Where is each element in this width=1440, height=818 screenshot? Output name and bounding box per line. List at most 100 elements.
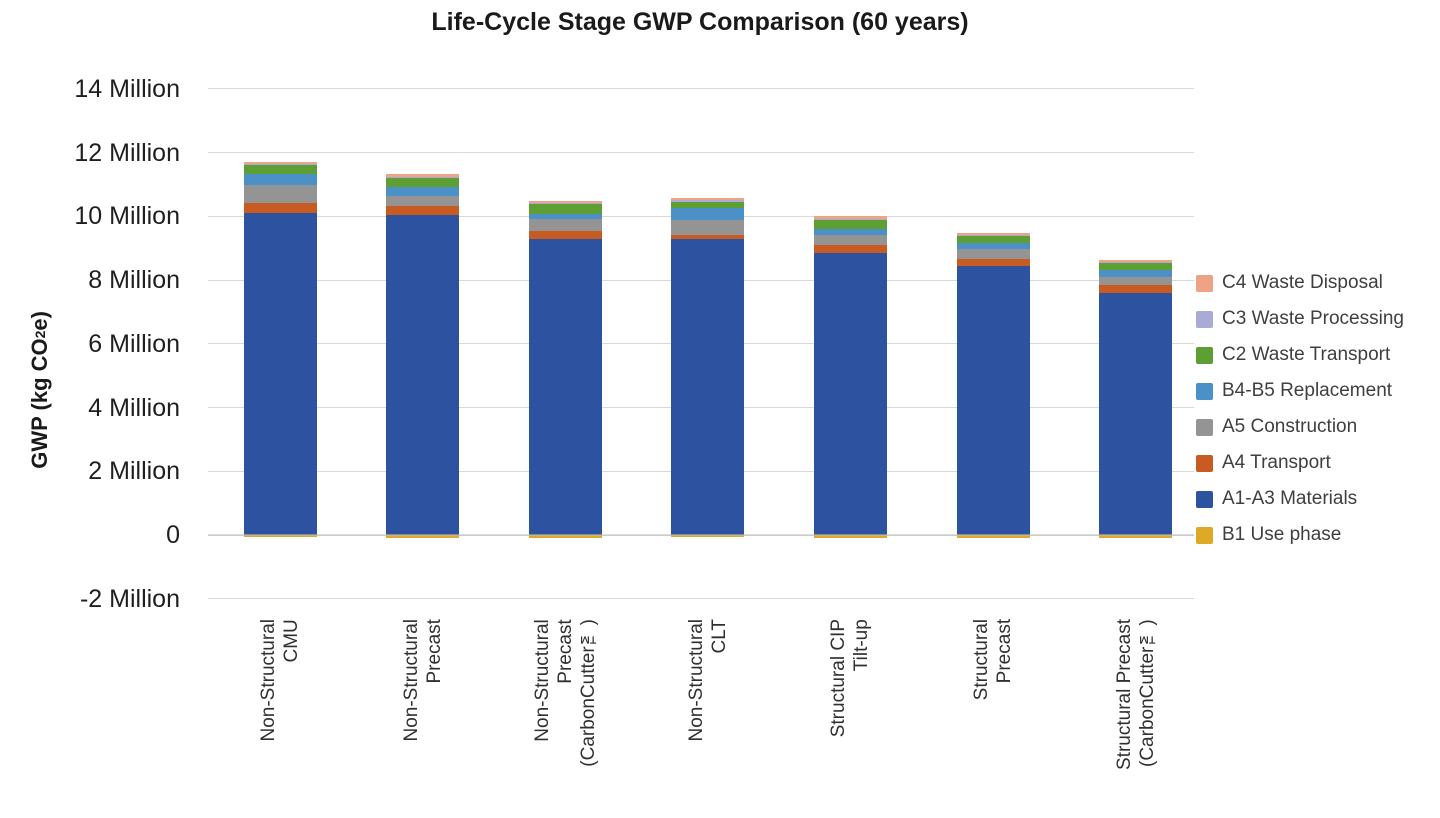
legend-label-c3: C3 Waste Processing <box>1222 308 1404 329</box>
y-tick-label: 14 Million <box>74 74 180 103</box>
y-tick-label: 10 Million <box>74 202 180 231</box>
bar-segment-c4-s-precast[interactable] <box>956 233 1030 236</box>
bar-segment-c4-ns-precast-cc[interactable] <box>528 200 602 203</box>
legend-item-c4[interactable]: C4 Waste Disposal <box>1196 265 1440 301</box>
bar-segment-b4b5-s-cip-tiltup[interactable] <box>813 229 887 235</box>
bar-segment-b4b5-ns-clt[interactable] <box>671 208 745 221</box>
legend-swatch-c3 <box>1196 310 1213 328</box>
x-axis-label-wrap: Non-Structural CLT <box>666 619 750 742</box>
bar-segment-a1a3-ns-precast[interactable] <box>386 214 460 535</box>
bar-segment-a1a3-s-precast[interactable] <box>956 265 1030 535</box>
bar-segment-c2-ns-precast-cc[interactable] <box>528 203 602 215</box>
bar-segment-b4b5-s-precast[interactable] <box>956 242 1030 250</box>
bar-segment-a5-ns-cmu[interactable] <box>243 185 317 204</box>
legend-item-a5[interactable]: A5 Construction <box>1196 409 1440 445</box>
x-axis-label-ns-cmu: Non-Structural CMU <box>258 619 302 742</box>
x-axis-label-wrap: Non-Structural CMU <box>238 619 322 742</box>
bar-segment-b4b5-s-precast-cc[interactable] <box>1099 270 1173 277</box>
bar-segment-c3-ns-precast[interactable] <box>386 176 460 178</box>
legend-swatch-a5 <box>1196 418 1213 436</box>
gridline <box>208 88 1194 90</box>
y-tick-label: 12 Million <box>74 138 180 167</box>
gridline <box>208 598 1194 600</box>
legend-label-a4: A4 Transport <box>1222 452 1331 473</box>
bar-segment-c2-s-precast[interactable] <box>956 236 1030 243</box>
plot-area: 14 Million 12 Million 10 Million 8 Million 6… <box>74 73 1194 770</box>
bar-segment-a4-ns-precast-cc[interactable] <box>528 230 602 240</box>
bar-segment-c2-s-cip-tiltup[interactable] <box>813 220 887 230</box>
bar-segment-a4-s-precast-cc[interactable] <box>1099 285 1173 294</box>
bar-segment-a1a3-s-precast-cc[interactable] <box>1099 293 1173 535</box>
legend-item-b1[interactable]: B1 Use phase <box>1196 517 1440 553</box>
bar-segment-c3-ns-clt[interactable] <box>671 200 745 203</box>
legend-item-b4b5[interactable]: B4-B5 Replacement <box>1196 373 1440 409</box>
legend-label-a1a3: A1-A3 Materials <box>1222 488 1358 509</box>
x-axis-label-wrap: Structural CIP Tilt-up <box>808 619 892 737</box>
bar-segment-c2-ns-precast[interactable] <box>386 177 460 187</box>
x-axis-label-ns-precast-cc: Non-Structural Precast (CarbonCutter™) <box>531 619 599 767</box>
bar-segment-c4-s-cip-tiltup[interactable] <box>813 216 887 220</box>
bar-segment-c3-s-precast-cc[interactable] <box>1099 261 1173 263</box>
y-tick-label: 0 <box>166 521 180 549</box>
legend-swatch-c4 <box>1196 274 1213 292</box>
legend-item-a4[interactable]: A4 Transport <box>1196 445 1440 481</box>
x-axis-label-wrap: Non-Structural Precast (CarbonCutter™) <box>523 619 607 767</box>
legend-swatch-a4 <box>1196 454 1213 472</box>
y-tick-label: -2 Million <box>79 584 180 613</box>
legend-label-c4: C4 Waste Disposal <box>1222 272 1383 293</box>
legend-swatch-b1 <box>1196 526 1213 544</box>
bar-segment-c3-s-cip-tiltup[interactable] <box>813 219 887 221</box>
bar-segment-a5-s-precast-cc[interactable] <box>1099 276 1173 286</box>
legend-label-b1: B1 Use phase <box>1222 524 1342 545</box>
legend-item-c2[interactable]: C2 Waste Transport <box>1196 337 1440 373</box>
bar-segment-a4-ns-precast[interactable] <box>386 206 460 215</box>
bar-segment-c3-ns-precast-cc[interactable] <box>528 202 602 204</box>
bar-segment-a5-s-precast[interactable] <box>956 249 1030 260</box>
legend-label-c2: C2 Waste Transport <box>1222 344 1391 365</box>
x-axis-label-ns-clt: Non-Structural CLT <box>685 619 730 742</box>
bar-segment-c2-ns-cmu[interactable] <box>243 164 317 174</box>
bar-segment-c3-ns-cmu[interactable] <box>243 163 317 165</box>
x-axis-label-s-precast-cc: Structural Precast (CarbonCutter™) <box>1113 619 1158 770</box>
legend-swatch-c2 <box>1196 346 1213 364</box>
x-axis-label-wrap: Structural Precast (CarbonCutter™) <box>1094 619 1178 770</box>
bar-segment-a5-ns-precast-cc[interactable] <box>528 219 602 231</box>
bar-segment-b1-s-precast-cc[interactable] <box>1099 535 1173 539</box>
bar-segment-a1a3-ns-cmu[interactable] <box>243 213 317 535</box>
legend: C4 Waste Disposal C3 Waste Processing C2 W… <box>1196 265 1440 553</box>
bar-segment-c2-s-precast-cc[interactable] <box>1099 262 1173 271</box>
legend-swatch-a1a3 <box>1196 490 1213 508</box>
bar-segment-c4-ns-cmu[interactable] <box>243 161 317 164</box>
bar-segment-b4b5-ns-cmu[interactable] <box>243 173 317 186</box>
bar-segment-a5-ns-precast[interactable] <box>386 196 460 207</box>
zero-axis-line <box>208 534 1194 536</box>
bar-segment-c4-ns-precast[interactable] <box>386 174 460 177</box>
bar-segment-a4-s-precast[interactable] <box>956 259 1030 266</box>
bar-segment-a1a3-ns-clt[interactable] <box>671 239 745 535</box>
bar-segment-c2-ns-clt[interactable] <box>671 202 745 209</box>
bar-segment-b4b5-ns-precast[interactable] <box>386 186 460 197</box>
bar-segment-c4-ns-clt[interactable] <box>671 197 745 201</box>
x-axis-label-ns-precast: Non-Structural Precast <box>400 619 445 742</box>
bar-segment-b1-ns-precast-cc[interactable] <box>528 535 602 539</box>
bar-segment-b1-ns-precast[interactable] <box>386 535 460 538</box>
bar-segment-a1a3-ns-precast-cc[interactable] <box>528 239 602 535</box>
bar-segment-c4-s-precast-cc[interactable] <box>1099 260 1173 262</box>
x-axis-label-s-cip-tiltup: Structural CIP Tilt-up <box>828 619 873 738</box>
bar-segment-b4b5-ns-precast-cc[interactable] <box>528 214 602 220</box>
bar-segment-a4-ns-clt[interactable] <box>671 235 745 240</box>
bar-segment-a5-ns-clt[interactable] <box>671 220 745 236</box>
bar-segment-c3-s-precast[interactable] <box>956 235 1030 237</box>
legend-item-c3[interactable]: C3 Waste Processing <box>1196 301 1440 337</box>
bar-segment-b1-s-precast[interactable] <box>956 535 1030 539</box>
bar-segment-a4-s-cip-tiltup[interactable] <box>813 244 887 253</box>
legend-item-a1a3[interactable]: A1-A3 Materials <box>1196 481 1440 517</box>
x-axis-label-s-precast: Structural Precast <box>971 619 1015 701</box>
x-axis-label-wrap: Structural Precast <box>951 619 1035 700</box>
y-tick-label: 6 Million <box>88 329 180 358</box>
bar-segment-a4-ns-cmu[interactable] <box>243 203 317 214</box>
legend-label-a5: A5 Construction <box>1222 416 1358 437</box>
bar-segment-a1a3-s-cip-tiltup[interactable] <box>813 252 887 535</box>
bar-segment-a5-s-cip-tiltup[interactable] <box>813 234 887 245</box>
bar-segment-b1-s-cip-tiltup[interactable] <box>813 535 887 539</box>
